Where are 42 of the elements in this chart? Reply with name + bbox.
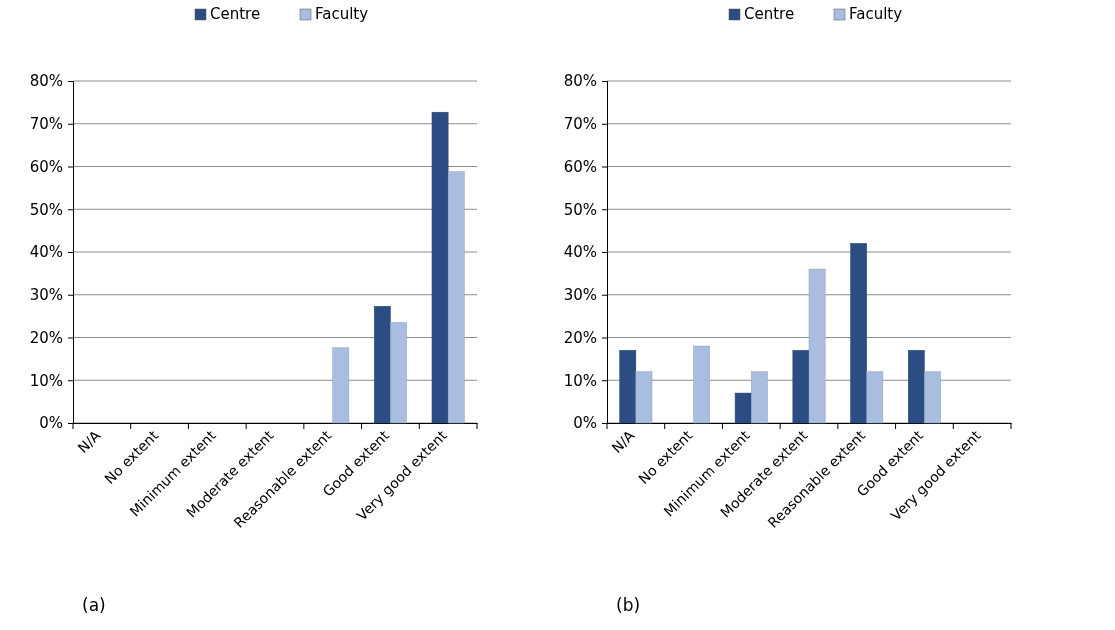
- legend-label: Faculty: [849, 5, 903, 23]
- y-tick-label: 40%: [563, 243, 597, 262]
- bar: [866, 371, 884, 424]
- y-tick-label: 70%: [563, 115, 597, 134]
- y-tick-label: 80%: [29, 72, 63, 91]
- bar: [447, 171, 465, 424]
- bar: [924, 371, 941, 424]
- bar: [635, 371, 653, 424]
- y-tick-label: 50%: [563, 200, 597, 219]
- bar: [850, 243, 867, 424]
- bar: [792, 350, 810, 424]
- y-tick-label: 50%: [29, 200, 63, 219]
- y-tick-label: 10%: [563, 371, 597, 390]
- y-tick-label: 0%: [573, 414, 597, 433]
- bar: [693, 345, 710, 424]
- y-tick-label: 30%: [563, 286, 597, 305]
- bar: [908, 350, 925, 424]
- x-tick-label: N/A: [608, 426, 638, 457]
- y-tick-label: 20%: [563, 328, 597, 347]
- bar: [619, 350, 637, 424]
- bar: [431, 111, 449, 424]
- text: (b): [616, 595, 641, 615]
- bar: [332, 347, 350, 424]
- y-tick-label: 30%: [29, 286, 63, 305]
- legend-label: Faculty: [315, 5, 369, 23]
- bar: [751, 371, 768, 424]
- bar: [374, 306, 391, 424]
- legend-label: Centre: [210, 5, 261, 23]
- y-tick-label: 0%: [39, 414, 63, 433]
- bar: [808, 268, 826, 424]
- text: (a): [82, 595, 106, 615]
- y-tick-label: 10%: [29, 371, 63, 390]
- y-tick-label: 60%: [563, 157, 597, 176]
- y-tick-label: 70%: [29, 115, 63, 134]
- y-tick-label: 80%: [563, 72, 597, 91]
- y-tick-label: 20%: [29, 328, 63, 347]
- bar: [390, 322, 407, 424]
- legend-label: Centre: [744, 5, 795, 23]
- bar: [734, 392, 752, 424]
- x-tick-label: N/A: [74, 426, 104, 457]
- y-tick-label: 40%: [29, 243, 63, 262]
- y-tick-label: 60%: [29, 157, 63, 176]
